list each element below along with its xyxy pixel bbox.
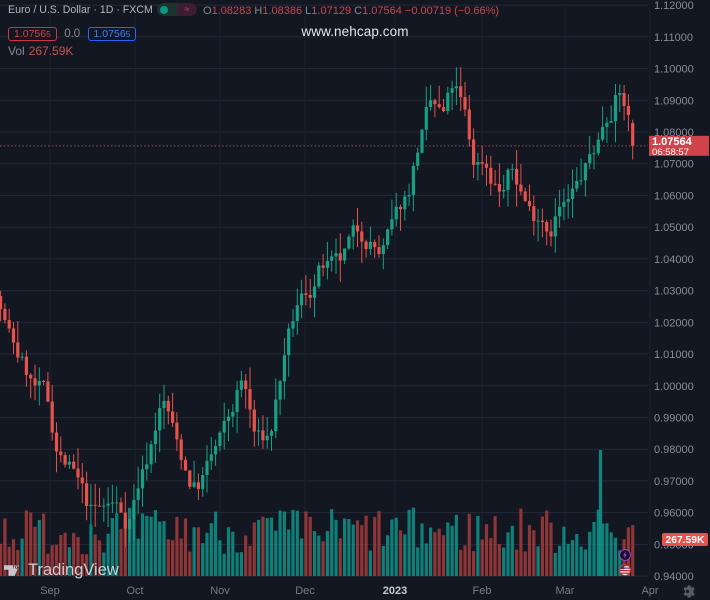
svg-text:0.94000: 0.94000	[654, 571, 694, 583]
svg-text:Feb: Feb	[473, 585, 492, 597]
svg-text:Nov: Nov	[210, 585, 230, 597]
svg-text:0.99000: 0.99000	[654, 412, 694, 424]
svg-text:Dec: Dec	[295, 585, 315, 597]
svg-text:Sep: Sep	[40, 585, 60, 597]
svg-text:267.59K: 267.59K	[666, 535, 705, 546]
svg-text:2023: 2023	[383, 585, 407, 597]
svg-text:0.98000: 0.98000	[654, 444, 694, 456]
svg-text:06:58:57: 06:58:57	[652, 147, 689, 158]
svg-text:1.00000: 1.00000	[654, 381, 694, 393]
svg-text:1.06000: 1.06000	[654, 190, 694, 202]
svg-text:1.04000: 1.04000	[654, 254, 694, 266]
svg-text:Oct: Oct	[126, 585, 143, 597]
svg-text:Mar: Mar	[556, 585, 575, 597]
svg-text:1.02000: 1.02000	[654, 317, 694, 329]
svg-text:1.09000: 1.09000	[654, 95, 694, 107]
svg-text:1.01000: 1.01000	[654, 349, 694, 361]
svg-text:1.07000: 1.07000	[654, 159, 694, 171]
svg-text:0.97000: 0.97000	[654, 476, 694, 488]
svg-text:Apr: Apr	[641, 585, 658, 597]
svg-text:1.10000: 1.10000	[654, 64, 694, 76]
svg-text:1.05000: 1.05000	[654, 222, 694, 234]
svg-text:1.03000: 1.03000	[654, 286, 694, 298]
svg-text:0.96000: 0.96000	[654, 508, 694, 520]
